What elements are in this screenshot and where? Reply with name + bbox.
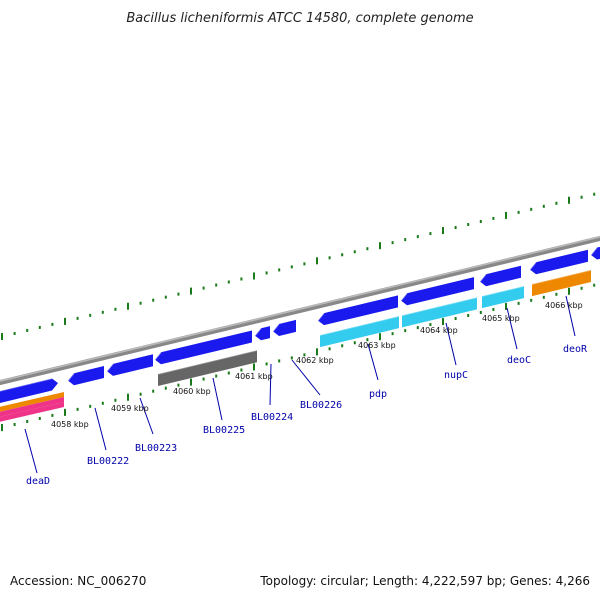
gene-label-bl00225: BL00225 (203, 425, 245, 436)
kbp-label: 4059 kbp (111, 404, 149, 413)
gene-callout-line (506, 307, 518, 350)
gene-feature (107, 354, 153, 376)
gene-feature (480, 265, 521, 287)
inner-tick-ring (1, 283, 596, 432)
gene-label-deor: deoR (563, 344, 588, 355)
gene-features (0, 246, 600, 422)
gene-labels: deaD BL00222 BL00223 BL00225 BL00224 BL00226 p… (26, 344, 588, 487)
gene-feature-highlight (531, 269, 592, 285)
gene-label-bl00224: BL00224 (251, 412, 293, 423)
gene-callouts (24, 295, 576, 474)
gene-feature (0, 397, 64, 417)
gene-label-dead: deaD (26, 476, 50, 487)
kbp-label: 4063 kbp (358, 341, 396, 350)
genome-backbone (0, 235, 600, 386)
kbp-label: 4058 kbp (51, 420, 89, 429)
gene-label-pdp: pdp (369, 389, 387, 400)
gene-feature-highlight (481, 285, 525, 297)
gene-feature-highlight (0, 377, 53, 392)
gene-feature-highlight (317, 312, 325, 322)
gene-label-bl00223: BL00223 (135, 443, 177, 454)
gene-feature (0, 392, 64, 412)
gene-feature-highlight (479, 273, 487, 283)
kbp-label: 4061 kbp (235, 372, 273, 381)
kbp-label: 4065 kbp (482, 314, 520, 323)
gene-feature-highlight (529, 261, 537, 271)
gene-feature-highlight (400, 292, 408, 302)
kbp-label: 4062 kbp (296, 356, 334, 365)
gene-callout-line (565, 295, 576, 337)
gene-callout-line (24, 428, 38, 474)
gene-feature-highlight (154, 351, 162, 361)
gene-feature-highlight (254, 327, 262, 337)
gene-feature (530, 249, 588, 275)
gene-feature (401, 277, 474, 306)
gene-feature (0, 402, 64, 422)
accession-text: Accession: NC_006270 (10, 574, 146, 588)
gene-callout-line (291, 359, 321, 396)
kbp-label: 4066 kbp (545, 301, 583, 310)
kbp-label: 4064 kbp (420, 326, 458, 335)
gene-feature (482, 286, 524, 309)
gene-feature (532, 269, 591, 297)
gene-callout-line (269, 363, 272, 406)
gene-feature-highlight (157, 349, 258, 375)
gene-feature (402, 297, 477, 328)
gene-feature-highlight (106, 363, 114, 372)
kbp-scale-labels: 4058 kbp 4059 kbp 4060 kbp 4061 kbp 4062 kbp… (51, 301, 583, 429)
gene-feature (68, 366, 104, 386)
gene-callout-line (367, 343, 379, 381)
gene-feature (158, 350, 257, 387)
gene-feature (255, 326, 270, 341)
gene-callout-line (139, 397, 154, 435)
gene-feature-highlight (319, 315, 400, 336)
gene-label-deoc: deoC (507, 355, 531, 366)
gene-label-bl00222: BL00222 (87, 456, 129, 467)
gene-callout-line (94, 407, 107, 451)
outer-tick-ring (1, 192, 596, 341)
gene-label-nupc: nupC (444, 370, 468, 381)
map-title: Bacillus licheniformis ATCC 14580, compl… (126, 11, 473, 26)
gene-callout-line (445, 322, 457, 366)
gene-feature (155, 330, 252, 365)
gene-feature (318, 295, 398, 326)
kbp-label: 4060 kbp (173, 387, 211, 396)
gene-feature (591, 246, 600, 260)
gene-feature (273, 319, 296, 336)
gene-callout-line (212, 377, 223, 421)
gene-feature (320, 316, 399, 348)
gene-feature-highlight (272, 323, 280, 332)
gene-feature-highlight (401, 296, 478, 317)
gene-feature-highlight (67, 372, 75, 382)
gene-label-bl00226: BL00226 (300, 400, 342, 411)
genome-backbone-highlight (0, 236, 600, 382)
genome-summary-text: Topology: circular; Length: 4,222,597 bp… (259, 574, 590, 588)
gene-feature (0, 378, 58, 404)
gene-feature-highlight (590, 247, 598, 256)
